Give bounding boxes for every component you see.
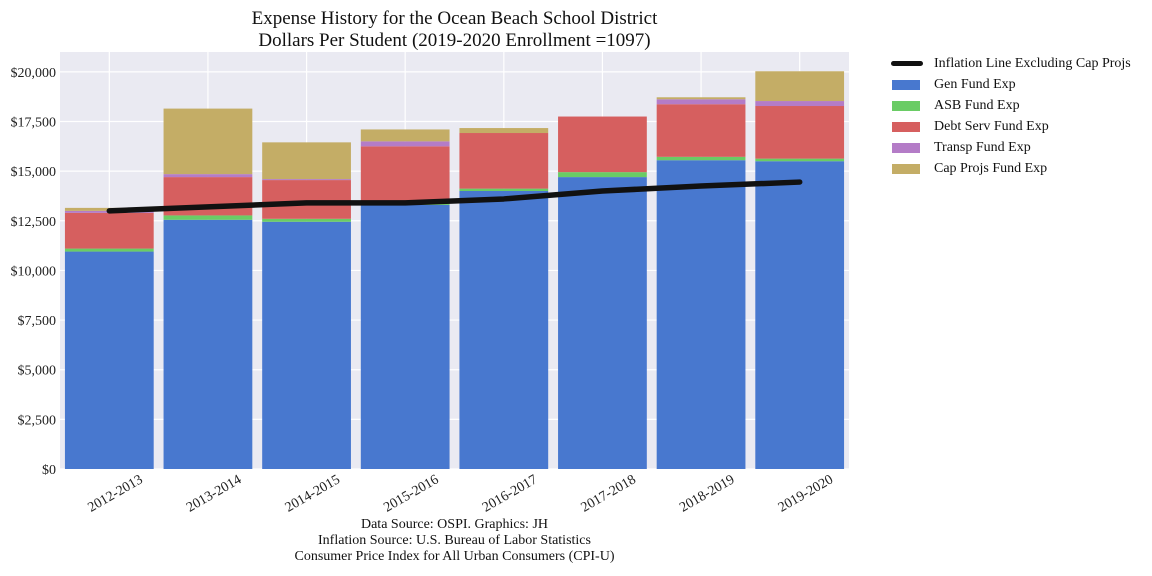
bar-segment-gen-fund-exp	[656, 160, 746, 469]
bar-segment-debt-serv-fund-exp	[360, 146, 450, 203]
y-tick-label: $12,500	[11, 215, 57, 230]
bar-segment-debt-serv-fund-exp	[755, 106, 845, 159]
bar-segment-asb-fund-exp	[558, 172, 647, 178]
bar-segment-cap-projs-fund-exp	[459, 128, 549, 134]
y-tick-label: $5,000	[18, 364, 57, 379]
bar-segment-asb-fund-exp	[459, 188, 549, 191]
y-tick-label: $2,500	[18, 413, 57, 428]
legend-label: Transp Fund Exp	[934, 140, 1031, 155]
legend-swatch	[892, 143, 920, 153]
x-tick-label: 2012-2013	[86, 472, 146, 515]
y-tick-label: $7,500	[18, 314, 57, 329]
bar-segment-cap-projs-fund-exp	[360, 129, 450, 142]
y-tick-label: $0	[42, 463, 56, 478]
legend-label: ASB Fund Exp	[934, 98, 1020, 113]
bar-segment-gen-fund-exp	[459, 191, 549, 469]
y-tick-label: $15,000	[11, 165, 57, 180]
bar-segment-gen-fund-exp	[558, 177, 647, 469]
y-tick-label: $10,000	[11, 264, 57, 279]
x-tick-label: 2017-2018	[579, 472, 639, 515]
inflation-line	[106, 179, 803, 214]
source-note-cpi: Consumer Price Index for All Urban Consu…	[294, 549, 615, 564]
bar-segment-asb-fund-exp	[163, 215, 253, 220]
bar-segment-asb-fund-exp	[262, 218, 351, 222]
bar-segment-gen-fund-exp	[163, 219, 253, 469]
legend-line-marker	[891, 61, 923, 66]
bar-segment-asb-fund-exp	[656, 156, 746, 161]
inflation-line-layer	[106, 179, 803, 214]
y-tick-label: $20,000	[11, 66, 57, 81]
y-tick-labels: $0 $2,500 $5,000 $7,500 $10,000 $12,500 $15,00…	[11, 66, 57, 478]
bar-stacks	[64, 71, 845, 469]
legend-label: Cap Projs Fund Exp	[934, 161, 1048, 176]
legend-swatch	[892, 122, 920, 132]
bar-segment-asb-fund-exp	[64, 248, 154, 252]
bar-segment-debt-serv-fund-exp	[558, 116, 647, 173]
x-tick-label: 2013-2014	[184, 472, 244, 515]
bar-segment-transp-fund-exp	[360, 141, 450, 147]
legend-swatch	[892, 101, 920, 111]
x-tick-label: 2016-2017	[480, 472, 540, 515]
x-tick-label: 2014-2015	[283, 472, 343, 515]
legend-label: Inflation Line Excluding Cap Projs	[934, 56, 1131, 71]
x-tick-label: 2018-2019	[677, 472, 737, 515]
bar-segment-debt-serv-fund-exp	[459, 133, 549, 189]
legend-label: Gen Fund Exp	[934, 77, 1016, 92]
x-tick-label: 2015-2016	[381, 472, 441, 515]
bar-segment-debt-serv-fund-exp	[656, 104, 746, 157]
bar-segment-transp-fund-exp	[755, 101, 845, 107]
legend-swatch	[892, 80, 920, 90]
bar-segment-gen-fund-exp	[64, 251, 154, 469]
source-note-inflation: Inflation Source: U.S. Bureau of Labor S…	[318, 533, 591, 548]
bar-segment-gen-fund-exp	[262, 221, 351, 469]
bar-segment-gen-fund-exp	[360, 204, 450, 469]
x-tick-labels: 2012-2013 2013-2014 2014-2015 2015-2016 2016…	[86, 472, 836, 515]
bar-segment-transp-fund-exp	[163, 174, 253, 178]
legend-swatch	[892, 164, 920, 174]
bar-segment-transp-fund-exp	[656, 99, 746, 105]
bar-segment-gen-fund-exp	[755, 161, 845, 469]
y-tick-label: $17,500	[11, 116, 57, 131]
bar-segment-cap-projs-fund-exp	[755, 71, 845, 102]
bar-segment-transp-fund-exp	[262, 179, 351, 181]
source-note-data: Data Source: OSPI. Graphics: JH	[360, 517, 549, 532]
legend-label: Debt Serv Fund Exp	[934, 119, 1049, 134]
bar-segment-cap-projs-fund-exp	[656, 97, 746, 100]
bar-segment-cap-projs-fund-exp	[163, 108, 253, 175]
x-tick-label: 2019-2020	[776, 472, 836, 515]
bar-segment-asb-fund-exp	[755, 158, 845, 162]
bar-segment-debt-serv-fund-exp	[262, 180, 351, 219]
bar-segment-cap-projs-fund-exp	[262, 142, 351, 180]
chart-title: Expense History for the Ocean Beach Scho…	[251, 8, 658, 29]
bar-segment-debt-serv-fund-exp	[64, 212, 154, 249]
chart-subtitle: Dollars Per Student (2019-2020 Enrollmen…	[258, 30, 651, 51]
